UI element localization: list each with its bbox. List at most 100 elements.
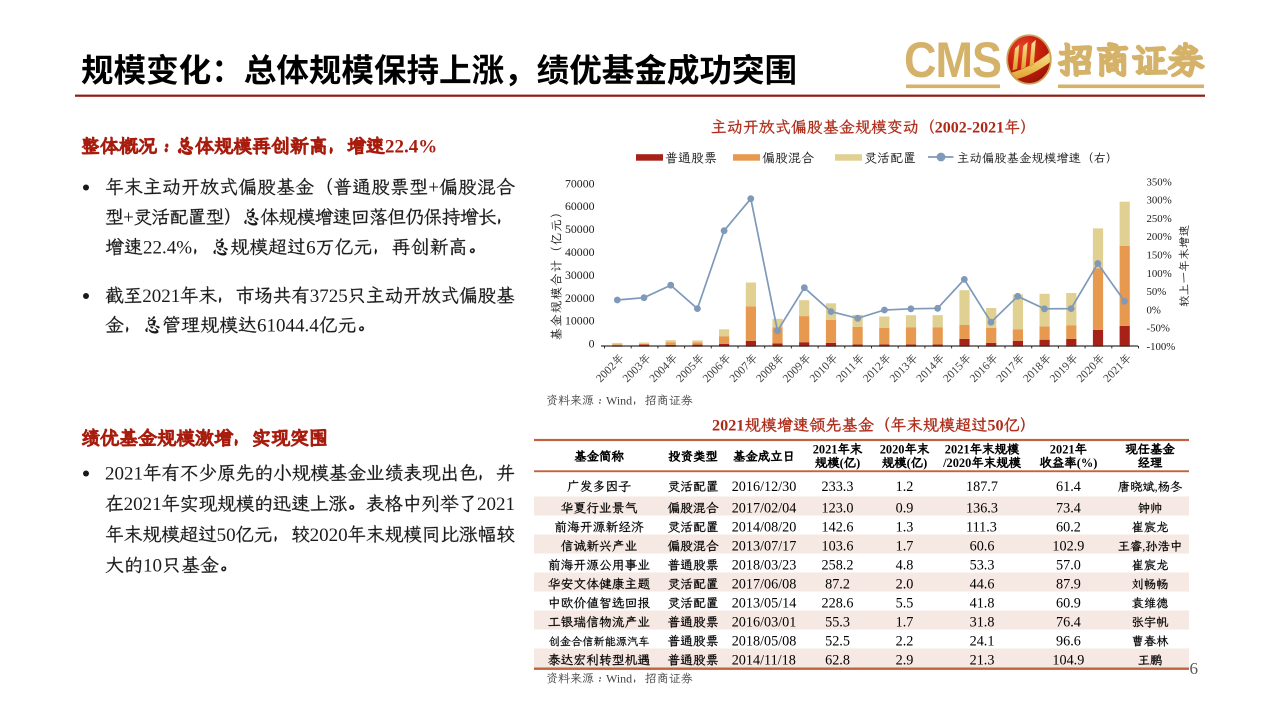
svg-text:2.9: 2.9 xyxy=(896,652,914,668)
svg-text:111.3: 111.3 xyxy=(966,519,997,535)
svg-text:57.0: 57.0 xyxy=(1056,557,1081,573)
svg-text:2021: 2021 xyxy=(477,494,515,515)
svg-text:1.7: 1.7 xyxy=(896,614,914,630)
svg-text:24.1: 24.1 xyxy=(970,633,995,649)
svg-text:2021: 2021 xyxy=(1050,442,1075,456)
svg-text:31.8: 31.8 xyxy=(970,614,995,630)
svg-text:Wind: Wind xyxy=(606,671,632,685)
svg-text:2014/08/20: 2014/08/20 xyxy=(732,519,797,535)
svg-text:30000: 30000 xyxy=(565,268,595,282)
svg-text:150%: 150% xyxy=(1147,250,1172,262)
svg-text:258.2: 258.2 xyxy=(822,557,854,573)
svg-text:): ) xyxy=(923,456,927,470)
svg-text:21.3: 21.3 xyxy=(970,652,995,668)
svg-text:3725: 3725 xyxy=(310,286,348,307)
svg-text:-50%: -50% xyxy=(1147,323,1170,335)
svg-text:(: ( xyxy=(840,456,844,470)
svg-text:): ) xyxy=(856,456,860,470)
svg-text:2013/07/17: 2013/07/17 xyxy=(732,538,797,554)
svg-text:2020: 2020 xyxy=(880,442,905,456)
svg-text:2016/03/01: 2016/03/01 xyxy=(732,614,797,630)
svg-text:233.3: 233.3 xyxy=(822,479,854,495)
svg-text:136.3: 136.3 xyxy=(966,500,998,516)
svg-text:52.5: 52.5 xyxy=(825,633,850,649)
svg-text:60000: 60000 xyxy=(565,199,595,213)
svg-text:41.8: 41.8 xyxy=(970,595,995,611)
svg-text:2018/05/08: 2018/05/08 xyxy=(732,633,797,649)
svg-text:-100%: -100% xyxy=(1147,341,1176,353)
svg-text:+: + xyxy=(123,208,134,229)
svg-text:2.2: 2.2 xyxy=(896,633,914,649)
svg-text:2017/06/08: 2017/06/08 xyxy=(732,576,797,592)
svg-text:250%: 250% xyxy=(1147,213,1172,225)
svg-text:2013/05/14: 2013/05/14 xyxy=(732,595,797,611)
svg-text:142.6: 142.6 xyxy=(822,519,854,535)
svg-text:,: , xyxy=(1155,480,1158,494)
svg-text:104.9: 104.9 xyxy=(1052,652,1084,668)
svg-text:50000: 50000 xyxy=(565,222,595,236)
svg-text:50: 50 xyxy=(987,417,1003,435)
svg-text:1.3: 1.3 xyxy=(896,519,914,535)
svg-text:40000: 40000 xyxy=(565,245,595,259)
svg-text:22.4%: 22.4% xyxy=(143,238,192,259)
svg-text:10: 10 xyxy=(143,556,162,577)
svg-text:76.4: 76.4 xyxy=(1056,614,1081,630)
svg-text:228.6: 228.6 xyxy=(822,595,854,611)
svg-text:(%): (%) xyxy=(1077,456,1098,470)
svg-text:2021: 2021 xyxy=(124,494,162,515)
svg-text:300%: 300% xyxy=(1147,195,1172,207)
svg-text:0.9: 0.9 xyxy=(896,500,914,516)
svg-text:2021: 2021 xyxy=(105,464,143,485)
svg-text:73.4: 73.4 xyxy=(1056,500,1081,516)
svg-text:61.4: 61.4 xyxy=(1056,479,1081,495)
svg-text:2017/02/04: 2017/02/04 xyxy=(732,500,797,516)
svg-text:20000: 20000 xyxy=(565,291,595,305)
svg-text:1.2: 1.2 xyxy=(896,479,914,495)
svg-text:10000: 10000 xyxy=(565,314,595,328)
svg-text:(: ( xyxy=(907,456,911,470)
svg-text:22.4%: 22.4% xyxy=(385,137,437,158)
svg-text:2016/12/30: 2016/12/30 xyxy=(732,479,797,495)
svg-text:+: + xyxy=(428,178,439,199)
svg-text:70000: 70000 xyxy=(565,176,595,190)
svg-text:Wind: Wind xyxy=(606,393,632,407)
svg-text:2021: 2021 xyxy=(712,417,744,435)
svg-text:2020: 2020 xyxy=(310,525,348,546)
svg-text:6: 6 xyxy=(1190,659,1199,678)
svg-text:6: 6 xyxy=(306,238,316,259)
svg-text:53.3: 53.3 xyxy=(970,557,995,573)
svg-text:2021: 2021 xyxy=(142,286,180,307)
svg-text:0: 0 xyxy=(589,337,595,351)
svg-text:87.9: 87.9 xyxy=(1056,576,1081,592)
svg-text:,: , xyxy=(1142,539,1145,553)
svg-text:187.7: 187.7 xyxy=(966,479,998,495)
svg-text:44.6: 44.6 xyxy=(970,576,995,592)
svg-text:50%: 50% xyxy=(1147,286,1167,298)
svg-text:2018/03/23: 2018/03/23 xyxy=(732,557,797,573)
svg-text:50: 50 xyxy=(217,525,236,546)
svg-text:123.0: 123.0 xyxy=(822,500,854,516)
svg-text:2014/11/18: 2014/11/18 xyxy=(732,652,796,668)
svg-text:350%: 350% xyxy=(1147,176,1172,188)
svg-text:2002-2021: 2002-2021 xyxy=(935,120,1004,137)
svg-text:60.9: 60.9 xyxy=(1056,595,1081,611)
svg-text:1.7: 1.7 xyxy=(896,538,914,554)
svg-text:62.8: 62.8 xyxy=(825,652,850,668)
svg-text:0%: 0% xyxy=(1147,304,1161,316)
svg-text:CMS: CMS xyxy=(904,33,1001,89)
svg-text:4.8: 4.8 xyxy=(896,557,914,573)
svg-text:61044.4: 61044.4 xyxy=(257,316,319,337)
svg-text:100%: 100% xyxy=(1147,268,1172,280)
svg-text:60.6: 60.6 xyxy=(970,538,995,554)
svg-text:60.2: 60.2 xyxy=(1056,519,1081,535)
svg-text:96.6: 96.6 xyxy=(1056,633,1081,649)
svg-text:2021: 2021 xyxy=(945,442,970,456)
svg-text:2021: 2021 xyxy=(813,442,838,456)
svg-text:55.3: 55.3 xyxy=(825,614,850,630)
svg-text:200%: 200% xyxy=(1147,231,1172,243)
svg-text:102.9: 102.9 xyxy=(1052,538,1084,554)
svg-text:/2020: /2020 xyxy=(942,456,971,470)
svg-text:87.2: 87.2 xyxy=(825,576,850,592)
svg-text:5.5: 5.5 xyxy=(896,595,914,611)
svg-text:2.0: 2.0 xyxy=(896,576,914,592)
